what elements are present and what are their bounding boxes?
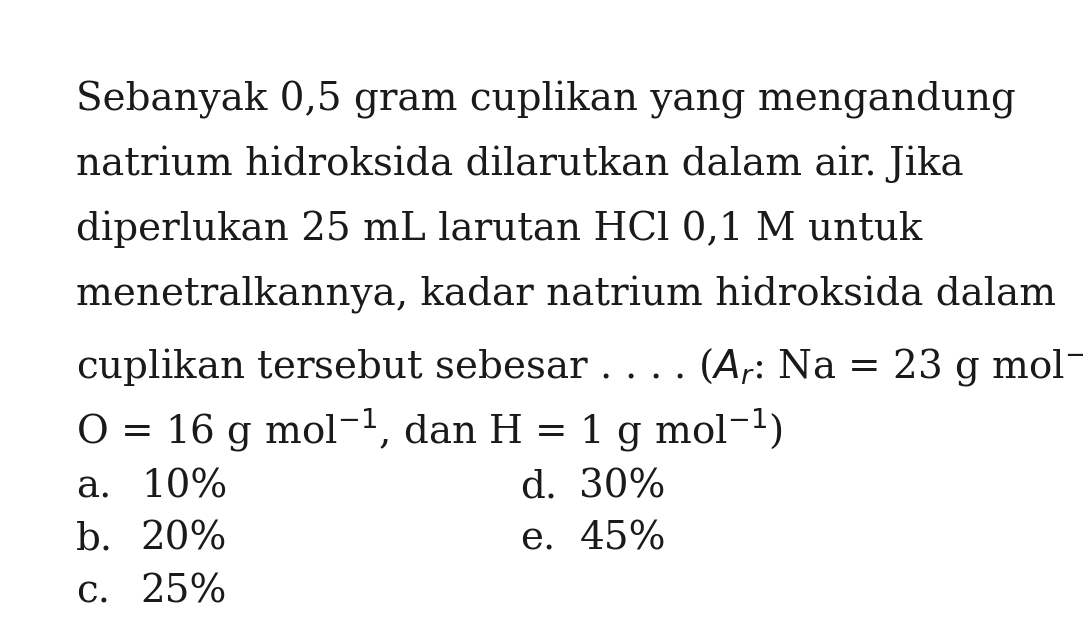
Text: 20%: 20% [141, 521, 227, 558]
Text: natrium hidroksida dilarutkan dalam air. Jika: natrium hidroksida dilarutkan dalam air.… [76, 146, 964, 183]
Text: 45%: 45% [579, 521, 666, 558]
Text: 25%: 25% [141, 574, 227, 611]
Text: cuplikan tersebut sebesar . . . . ($A_r$: Na = 23 g mol$^{-1}$,: cuplikan tersebut sebesar . . . . ($A_r$… [76, 341, 1083, 388]
Text: O = 16 g mol$^{-1}$, dan H = 1 g mol$^{-1}$): O = 16 g mol$^{-1}$, dan H = 1 g mol$^{-… [76, 406, 782, 453]
Text: a.: a. [76, 468, 112, 505]
Text: b.: b. [76, 521, 113, 558]
Text: 30%: 30% [579, 468, 666, 505]
Text: diperlukan 25 mL larutan HCl 0,1 M untuk: diperlukan 25 mL larutan HCl 0,1 M untuk [76, 211, 922, 248]
Text: e.: e. [520, 521, 556, 558]
Text: d.: d. [520, 468, 557, 505]
Text: c.: c. [76, 574, 109, 611]
Text: 10%: 10% [141, 468, 227, 505]
Text: menetralkannya, kadar natrium hidroksida dalam: menetralkannya, kadar natrium hidroksida… [76, 276, 1056, 314]
Text: Sebanyak 0,5 gram cuplikan yang mengandung: Sebanyak 0,5 gram cuplikan yang mengandu… [76, 81, 1016, 118]
